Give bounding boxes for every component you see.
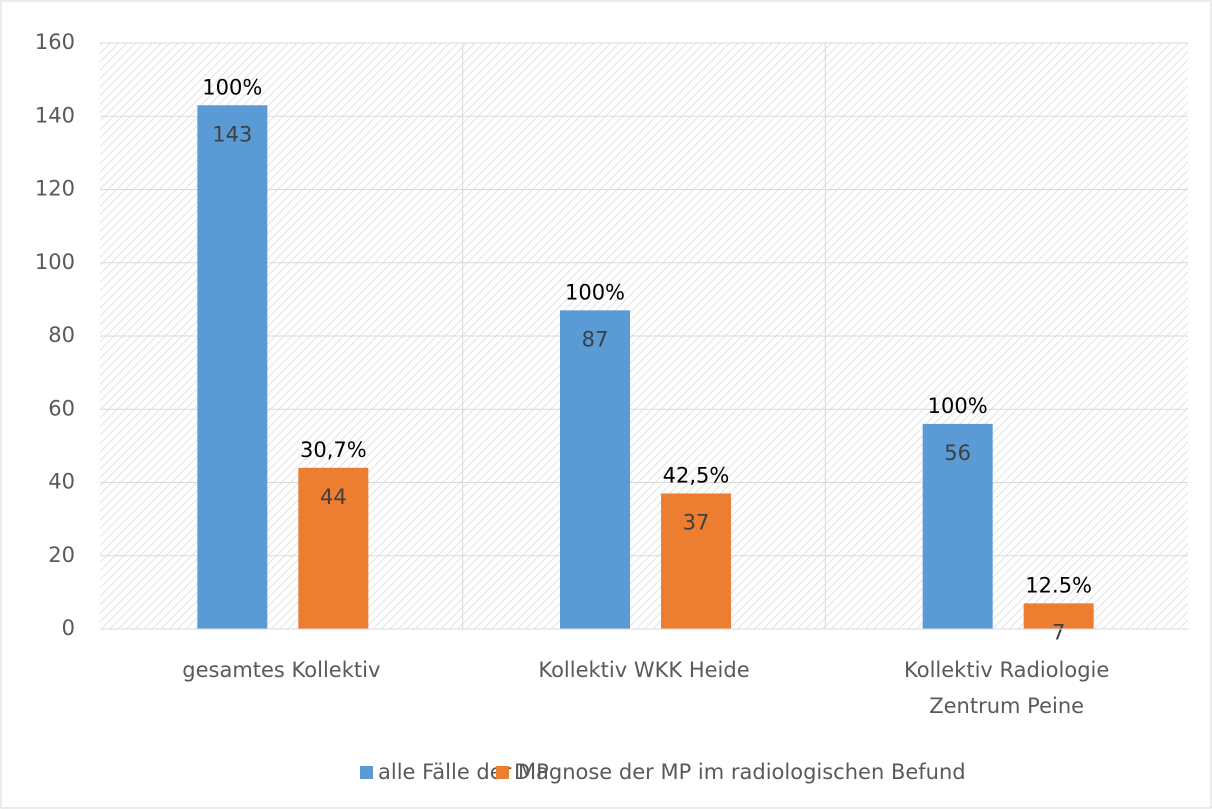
- bar: [560, 310, 630, 629]
- bar: [1023, 603, 1094, 629]
- data-label: 44: [320, 485, 347, 509]
- x-tick-label: gesamtes Kollektiv: [182, 658, 381, 682]
- annotation: 100%: [202, 75, 262, 99]
- y-tick-label: 160: [35, 30, 75, 54]
- data-label: 7: [1052, 620, 1065, 644]
- bar: [661, 493, 731, 629]
- y-tick-label: 0: [62, 616, 75, 640]
- legend-swatch: [496, 766, 509, 779]
- y-tick-label: 100: [35, 250, 75, 274]
- data-label: 87: [582, 327, 609, 351]
- legend-swatch: [360, 766, 373, 779]
- y-tick-label: 40: [48, 470, 75, 494]
- data-label: 143: [212, 122, 252, 146]
- y-tick-label: 20: [48, 543, 75, 567]
- y-tick-label: 140: [35, 103, 75, 127]
- annotation: 42,5%: [663, 463, 730, 487]
- x-tick-label: Kollektiv WKK Heide: [538, 658, 750, 682]
- bar: [922, 423, 993, 629]
- y-tick-label: 60: [48, 396, 75, 420]
- annotation: 12.5%: [1025, 573, 1092, 597]
- bar: [197, 105, 268, 629]
- data-label: 37: [683, 510, 710, 534]
- annotation: 100%: [928, 394, 988, 418]
- legend-label: alle Fälle der MP: [378, 760, 549, 784]
- annotation: 100%: [565, 280, 625, 304]
- legend-label: Diagnose der MP im radiologischen Befund: [514, 760, 966, 784]
- annotation: 30,7%: [300, 438, 367, 462]
- data-label: 56: [944, 441, 971, 465]
- x-tick-label: Kollektiv Radiologie Zentrum Peine: [904, 658, 1110, 718]
- bar: [298, 467, 369, 629]
- y-tick-label: 80: [48, 323, 75, 347]
- y-tick-label: 120: [35, 177, 75, 201]
